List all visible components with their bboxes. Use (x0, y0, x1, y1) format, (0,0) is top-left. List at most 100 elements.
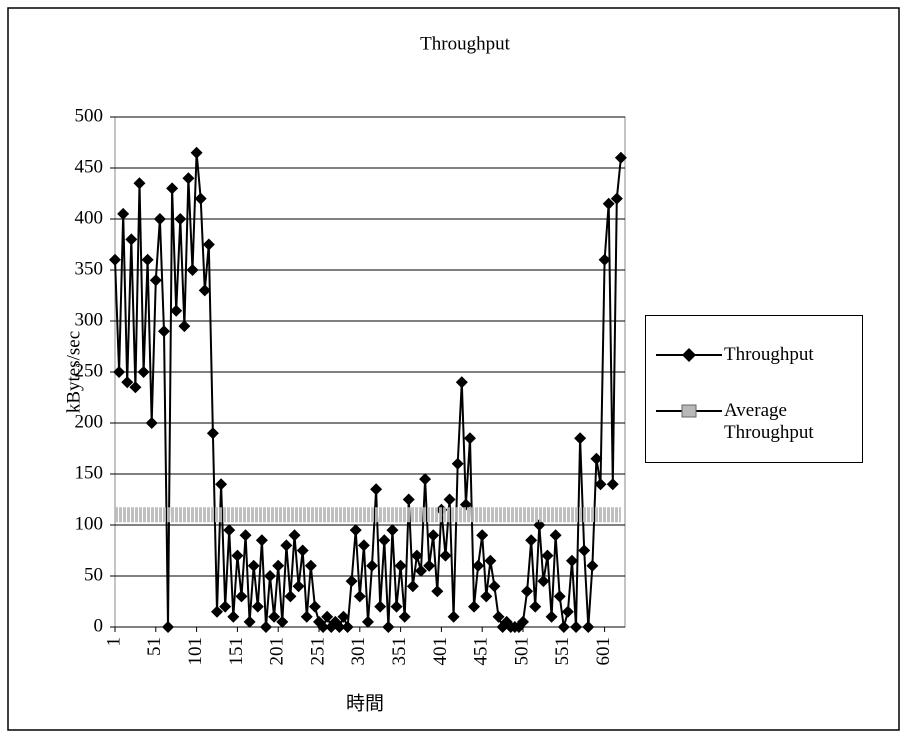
point-marker (174, 213, 187, 225)
point-marker (374, 600, 387, 613)
y-tick-label: 200 (75, 411, 104, 432)
point-marker (590, 452, 603, 465)
x-tick-label: 101 (185, 637, 206, 666)
point-marker (598, 253, 611, 266)
point-marker (549, 529, 562, 542)
point-marker (570, 621, 583, 633)
y-tick-label: 50 (84, 564, 103, 585)
point-marker (366, 559, 379, 572)
point-marker (586, 559, 599, 572)
point-marker (211, 605, 223, 618)
point-marker (153, 213, 166, 225)
x-tick-label: 401 (430, 637, 451, 666)
point-marker (268, 610, 281, 623)
point-marker (141, 253, 154, 266)
point-marker (480, 590, 493, 603)
point-marker (202, 238, 215, 251)
point-marker (378, 534, 391, 547)
point-marker (333, 621, 346, 633)
point-marker (561, 605, 574, 618)
point-marker (594, 478, 607, 491)
point-marker (170, 304, 183, 317)
point-marker (296, 544, 309, 557)
chart-title: Throughput (420, 33, 510, 54)
x-tick-label: 551 (552, 637, 573, 666)
point-marker (137, 366, 150, 378)
point-marker (178, 320, 191, 333)
legend-swatch (656, 404, 722, 418)
point-marker (223, 524, 236, 537)
point-marker (582, 621, 595, 633)
point-marker (529, 600, 542, 613)
point-marker (394, 559, 407, 572)
point-marker (133, 177, 146, 190)
x-tick-label: 501 (511, 637, 532, 666)
point-marker (353, 590, 366, 603)
point-marker (272, 559, 285, 572)
legend-entry: Average Throughput (654, 398, 854, 444)
x-tick-label: 251 (307, 637, 328, 666)
y-tick-label: 100 (75, 513, 104, 534)
point-marker (145, 417, 158, 429)
y-tick-label: 0 (94, 615, 104, 636)
legend-label: Average Throughput (724, 400, 814, 443)
point-marker (264, 570, 277, 582)
x-axis-label: 時間 (346, 692, 384, 714)
point-marker (125, 233, 138, 246)
point-marker (349, 524, 362, 537)
y-tick-label: 300 (75, 309, 104, 330)
point-marker (574, 432, 587, 445)
point-marker (157, 325, 170, 338)
point-marker (280, 539, 293, 552)
point-marker (276, 615, 289, 628)
point-marker (578, 544, 591, 557)
point-marker (525, 534, 538, 547)
point-marker (300, 610, 313, 623)
point-marker (406, 580, 419, 593)
point-marker (182, 172, 195, 185)
point-marker (541, 549, 554, 562)
point-marker (337, 610, 350, 623)
point-marker (308, 600, 321, 613)
y-tick-label: 500 (75, 105, 104, 126)
x-tick-label: 151 (226, 637, 247, 666)
point-marker (284, 590, 297, 603)
point-marker (117, 207, 130, 220)
point-marker (447, 610, 460, 623)
point-marker (288, 529, 301, 542)
point-marker (614, 151, 627, 164)
point-marker (357, 539, 370, 552)
point-marker (398, 610, 411, 623)
point-marker (255, 534, 268, 547)
point-marker (198, 284, 211, 297)
point-marker (455, 376, 468, 389)
point-marker (129, 381, 142, 394)
legend: Throughput Average Throughput (645, 315, 863, 463)
x-tick-label: 201 (267, 637, 288, 666)
point-marker (415, 564, 427, 577)
point-marker (402, 493, 415, 506)
chart-border (7, 7, 900, 731)
point-marker (259, 621, 272, 633)
point-marker (439, 549, 452, 562)
point-marker (553, 590, 566, 603)
point-marker (565, 554, 578, 567)
legend-swatch (656, 348, 722, 362)
point-marker (109, 253, 121, 266)
point-marker (427, 529, 440, 542)
point-marker (410, 549, 423, 562)
point-marker (431, 585, 444, 598)
point-marker (113, 366, 126, 378)
point-marker (149, 274, 162, 287)
y-axis-label: kBytes/sec (63, 331, 84, 413)
x-tick-label: 301 (348, 637, 369, 666)
y-tick-label: 350 (75, 258, 104, 279)
point-marker (545, 610, 558, 623)
point-marker (484, 554, 497, 567)
legend-label: Throughput (724, 344, 814, 365)
point-marker (206, 427, 219, 440)
point-marker (231, 549, 244, 562)
point-marker (166, 182, 179, 195)
point-marker (239, 529, 252, 542)
